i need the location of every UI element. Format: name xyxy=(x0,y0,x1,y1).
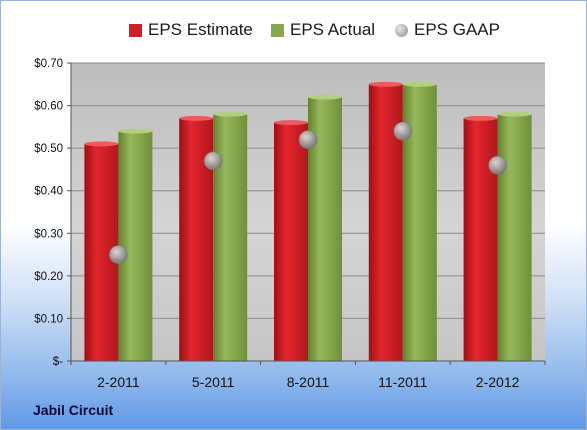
y-tick-label: $0.60 xyxy=(34,101,63,113)
y-tick-label: $- xyxy=(53,356,63,368)
legend-item-gaap: EPS GAAP xyxy=(395,15,500,45)
marker-eps-gaap xyxy=(393,121,413,141)
y-tick-label: $0.10 xyxy=(34,313,63,325)
bar-eps-estimate-top xyxy=(274,120,308,126)
x-tick-label: 8-2011 xyxy=(287,374,330,390)
legend-label-gaap: EPS GAAP xyxy=(414,20,500,39)
marker-eps-gaap xyxy=(203,151,223,171)
y-tick-label: $0.40 xyxy=(34,186,63,198)
marker-eps-gaap xyxy=(109,245,128,264)
x-axis: 2-2011 5-2011 8-2011 11-2011 2-2012 xyxy=(70,360,546,390)
x-tick-label: 2-2011 xyxy=(97,374,140,390)
y-tick-label: $0.20 xyxy=(34,271,63,283)
company-title: Jabil Circuit xyxy=(33,402,114,418)
bar-eps-actual-top xyxy=(497,111,532,117)
y-tick-label: $0.70 xyxy=(34,58,63,70)
bar-eps-estimate xyxy=(463,118,498,361)
bar-eps-actual-top xyxy=(213,111,248,117)
gaap-markers xyxy=(109,121,507,264)
bar-eps-actual-top xyxy=(308,94,342,100)
bar-eps-actual-top xyxy=(118,128,153,134)
bar-eps-estimate xyxy=(274,122,308,361)
legend-swatch-actual xyxy=(271,23,284,37)
chart-legend: EPS Estimate EPS Actual EPS GAAP xyxy=(1,15,586,45)
x-tick-label: 11-2011 xyxy=(378,374,428,390)
legend-label-estimate: EPS Estimate xyxy=(148,20,253,39)
bar-eps-estimate-top xyxy=(84,141,119,147)
marker-eps-gaap xyxy=(488,155,507,175)
legend-item-estimate: EPS Estimate xyxy=(129,15,253,45)
y-axis: $- $0.10 $0.20 $0.30 $0.40 $0.50 $0.60 $0.70 xyxy=(34,58,72,368)
legend-item-actual: EPS Actual xyxy=(271,15,375,45)
y-tick-label: $0.30 xyxy=(34,228,63,240)
bar-eps-estimate-top xyxy=(368,81,403,87)
marker-eps-gaap xyxy=(298,130,318,149)
bar-eps-actual xyxy=(213,114,248,361)
bar-eps-actual-top xyxy=(402,81,437,87)
y-tick-label: $0.50 xyxy=(34,143,63,155)
bar-eps-actual xyxy=(118,131,153,361)
bar-eps-estimate-top xyxy=(463,115,498,121)
bar-eps-estimate-top xyxy=(179,115,214,121)
x-tick-label: 2-2012 xyxy=(476,374,520,390)
bar-eps-actual xyxy=(497,114,532,361)
legend-swatch-gaap xyxy=(395,23,408,37)
legend-label-actual: EPS Actual xyxy=(290,20,376,39)
legend-swatch-estimate xyxy=(129,23,142,37)
x-tick-label: 5-2011 xyxy=(192,374,235,390)
